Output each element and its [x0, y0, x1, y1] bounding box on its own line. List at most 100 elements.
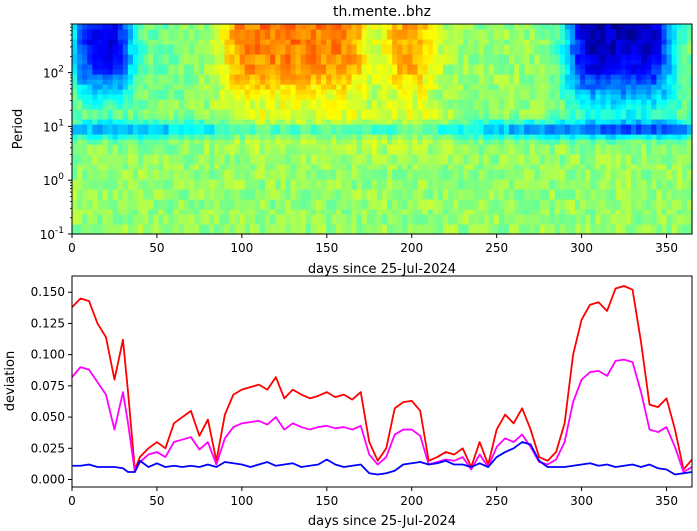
heatmap-cell — [82, 179, 88, 185]
heatmap-cell — [143, 109, 149, 115]
heatmap-cell — [478, 174, 485, 180]
heatmap-cell — [300, 99, 307, 105]
heatmap-cell — [183, 199, 190, 205]
heatmap-cell — [554, 169, 561, 175]
heatmap-cell — [514, 54, 520, 60]
heatmap-cell — [310, 129, 317, 135]
heatmap-cell — [636, 174, 642, 180]
heatmap-cell — [519, 89, 525, 95]
heatmap-cell — [300, 54, 307, 60]
heatmap-cell — [412, 109, 419, 115]
heatmap-cell — [478, 104, 485, 110]
heatmap-cell — [437, 144, 444, 150]
heatmap-cell — [315, 159, 322, 165]
heatmap-cell — [539, 214, 546, 220]
heatmap-cell — [102, 219, 109, 225]
heatmap-cell — [331, 219, 337, 225]
heatmap-cell — [503, 34, 510, 40]
heatmap-cell — [412, 104, 419, 110]
heatmap-cell — [280, 169, 287, 175]
heatmap-cell — [514, 144, 520, 150]
heatmap-cell — [82, 74, 88, 80]
heatmap-cell — [163, 114, 170, 120]
heatmap-cell — [219, 59, 226, 65]
heatmap-cell — [163, 119, 170, 125]
heatmap-cell — [641, 119, 647, 125]
heatmap-cell — [534, 84, 541, 90]
heatmap-cell — [260, 59, 266, 65]
heatmap-cell — [585, 214, 591, 220]
heatmap-cell — [382, 214, 388, 220]
heatmap-cell — [117, 84, 124, 90]
heatmap-cell — [595, 119, 602, 125]
heatmap-cell — [382, 109, 388, 115]
heatmap-cell — [427, 54, 434, 60]
heatmap-cell — [549, 109, 556, 115]
heatmap-cell — [97, 179, 104, 185]
heatmap-cell — [224, 154, 231, 160]
heatmap-cell — [503, 64, 510, 70]
heatmap-cell — [138, 189, 144, 195]
heatmap-cell — [631, 169, 637, 175]
heatmap-cell — [620, 189, 627, 195]
heatmap-cell — [422, 224, 429, 230]
heatmap-cell — [188, 74, 195, 80]
heatmap-cell — [478, 229, 485, 235]
heatmap-cell — [625, 144, 632, 150]
heatmap-cell — [310, 24, 317, 30]
heatmap-cell — [397, 149, 403, 155]
heatmap-cell — [376, 174, 383, 180]
heatmap-cell — [559, 34, 566, 40]
heatmap-cell — [468, 24, 475, 30]
heatmap-cell — [493, 124, 500, 130]
heatmap-cell — [270, 194, 276, 200]
heatmap-cell — [529, 84, 536, 90]
heatmap-cell — [107, 219, 114, 225]
heatmap-cell — [351, 84, 358, 90]
heatmap-cell — [305, 154, 312, 160]
heatmap-cell — [290, 179, 297, 185]
heatmap-cell — [188, 94, 195, 100]
heatmap-cell — [351, 174, 358, 180]
heatmap-cell — [158, 119, 165, 125]
heatmap-cell — [437, 84, 444, 90]
heatmap-cell — [514, 119, 520, 125]
heatmap-cell — [209, 39, 215, 45]
heatmap-cell — [412, 119, 419, 125]
heatmap-cell — [473, 34, 480, 40]
heatmap-cell — [625, 104, 632, 110]
heatmap-cell — [193, 49, 200, 55]
heatmap-cell — [422, 59, 429, 65]
heatmap-cell — [336, 34, 342, 40]
heatmap-cell — [321, 49, 327, 55]
heatmap-cell — [183, 229, 190, 235]
heatmap-cell — [422, 104, 429, 110]
heatmap-cell — [285, 94, 292, 100]
heatmap-cell — [183, 214, 190, 220]
heatmap-cell — [336, 169, 342, 175]
heatmap-cell — [290, 209, 297, 215]
heatmap-cell — [646, 104, 652, 110]
heatmap-cell — [260, 189, 266, 195]
heatmap-cell — [387, 59, 393, 65]
heatmap-cell — [473, 69, 480, 75]
heatmap-cell — [646, 134, 652, 140]
heatmap-cell — [366, 219, 373, 225]
heatmap-cell — [107, 154, 114, 160]
heatmap-cell — [559, 109, 566, 115]
heatmap-cell — [97, 194, 104, 200]
heatmap-cell — [371, 224, 378, 230]
heatmap-cell — [544, 164, 551, 170]
heatmap-cell — [295, 224, 302, 230]
heatmap-cell — [564, 174, 571, 180]
heatmap-cell — [417, 119, 424, 125]
heatmap-cell — [610, 44, 617, 50]
heatmap-cell — [260, 134, 266, 140]
heatmap-cell — [270, 39, 276, 45]
heatmap-cell — [498, 44, 505, 50]
heatmap-cell — [204, 189, 210, 195]
heatmap-cell — [326, 209, 332, 215]
heatmap-cell — [549, 84, 556, 90]
heatmap-cell — [615, 209, 622, 215]
heatmap-cell — [77, 229, 83, 235]
